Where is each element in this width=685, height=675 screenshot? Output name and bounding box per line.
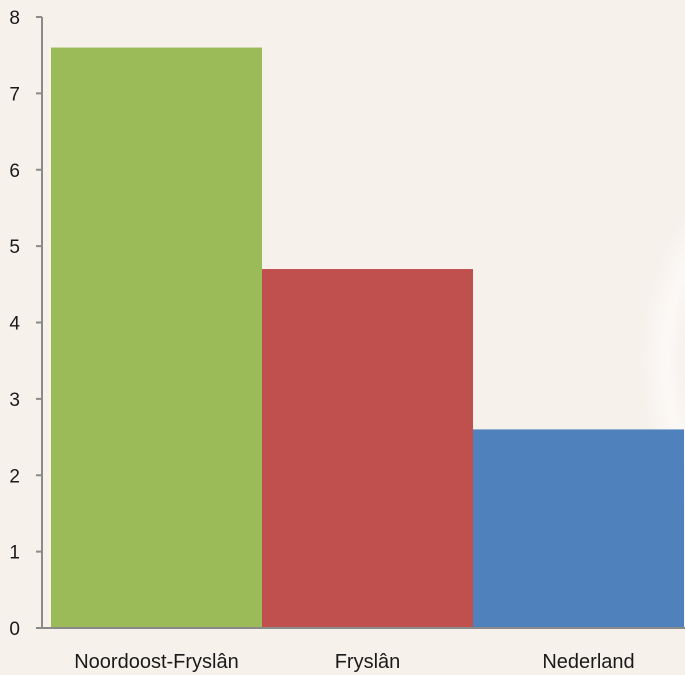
bars-layer [51,47,684,629]
y-tick-label: 0 [9,619,20,640]
y-ticks-layer: 0 1 2 3 4 5 6 7 8 [9,8,42,640]
x-labels-layer: Noordoost-Fryslân Fryslân Nederland [74,651,634,673]
y-tick-label: 3 [9,390,20,411]
y-tick-label: 2 [9,466,20,487]
y-tick-label: 5 [9,237,20,258]
bar-0 [51,47,262,629]
x-category-label: Noordoost-Fryslân [74,651,239,673]
y-tick-label: 7 [9,84,20,105]
bar-2 [473,429,684,628]
y-tick-label: 8 [9,8,20,29]
y-tick-label: 4 [9,314,20,335]
y-tick-label: 6 [9,161,20,182]
x-category-label: Fryslân [335,651,401,673]
bar-1 [262,269,473,628]
y-tick-label: 1 [9,543,20,564]
x-category-label: Nederland [542,651,634,673]
